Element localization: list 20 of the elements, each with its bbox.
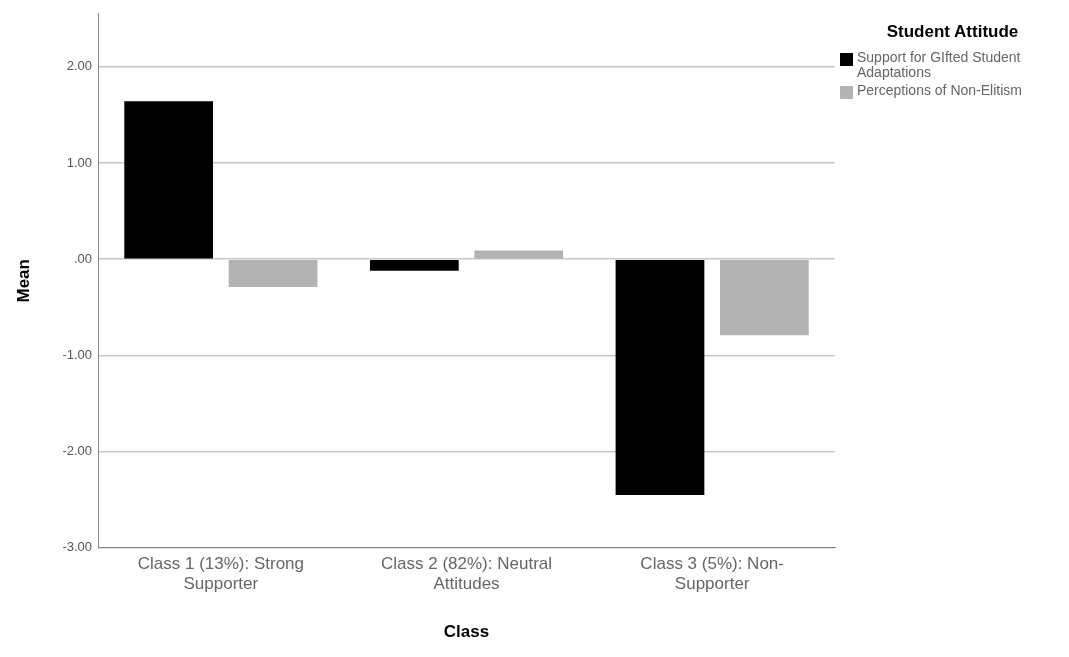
- legend-label: Perceptions of Non-Elitism: [857, 82, 1022, 98]
- y-axis-title: Mean: [13, 259, 33, 303]
- x-axis-title: Class: [443, 622, 490, 642]
- x-tick-label: Class 2 (82%): Neutral Attitudes: [381, 553, 553, 594]
- y-tick-label: 1.00: [66, 154, 93, 170]
- bar: [474, 250, 564, 259]
- legend-label: Support for GIfted Student Adaptations: [857, 49, 1022, 80]
- bar: [615, 259, 705, 495]
- x-tick-label: Class 1 (13%): Strong Supporter: [137, 553, 305, 594]
- y-tick-label: -3.00: [62, 539, 93, 555]
- legend-title: Student Attitude: [885, 22, 1020, 42]
- y-tick-label: -2.00: [62, 443, 93, 459]
- x-tick-label: Class 3 (5%): Non-Supporter: [640, 553, 784, 594]
- y-tick-label: -1.00: [62, 346, 93, 362]
- bar: [369, 259, 459, 271]
- bar: [228, 259, 318, 288]
- bar: [720, 259, 809, 336]
- bar: [124, 101, 214, 259]
- y-tick-label: .00: [73, 250, 93, 266]
- y-tick-label: 2.00: [66, 58, 93, 74]
